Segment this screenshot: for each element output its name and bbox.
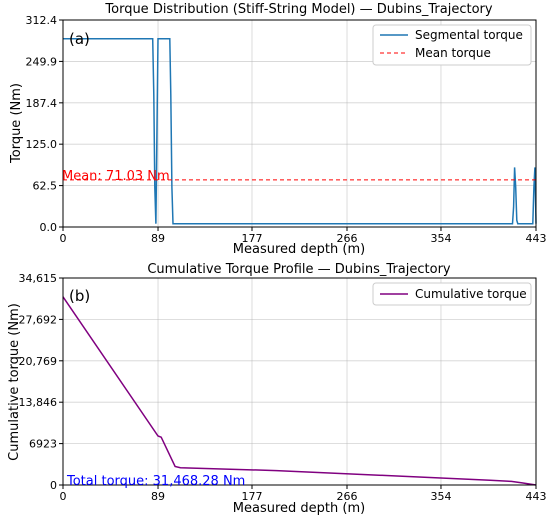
legend-label-segmental-torque: Segmental torque (415, 28, 523, 42)
panel-label: (b) (69, 287, 90, 305)
y-axis-label: Cumulative torque (Nm) (7, 303, 22, 461)
total-annotation: Total torque: 31,468.28 Nm (66, 474, 245, 489)
y-tick-label: 0.0 (40, 221, 58, 234)
y-axis-label: Torque (Nm) (9, 83, 24, 164)
x-tick-label: 266 (337, 490, 358, 503)
y-tick-label: 20,769 (19, 355, 58, 368)
plot-frame (62, 277, 537, 486)
x-tick-label: 354 (430, 490, 451, 503)
x-axis-label: Measured depth (m) (233, 501, 365, 516)
legend: Segmental torque Mean torque (372, 24, 532, 66)
series-line-segmental-torque (63, 38, 537, 225)
y-tick-label: 187.4 (26, 97, 58, 110)
y-tick-label: 62.5 (33, 180, 58, 193)
y-tick-label: 34,615 (19, 272, 58, 285)
x-tick-label: 354 (430, 232, 451, 245)
x-tick-label: 443 (526, 490, 547, 503)
x-tick-label: 177 (241, 490, 262, 503)
legend: Cumulative torque (372, 282, 532, 306)
y-tick-label: 249.9 (26, 55, 58, 68)
chart-title: Torque Distribution (Stiff-String Model)… (104, 2, 492, 17)
plot-frame (62, 19, 537, 228)
x-tick-label: 443 (526, 232, 547, 245)
x-tick-label: 89 (151, 232, 165, 245)
x-tick-label: 89 (151, 490, 165, 503)
legend-box (372, 24, 532, 66)
x-tick-label: 177 (241, 232, 262, 245)
torque-distribution-chart: Torque Distribution (Stiff-String Model)… (9, 2, 547, 257)
series-line-cumulative-torque (62, 296, 537, 486)
y-tick-label: 27,692 (19, 313, 58, 326)
x-tick-label: 0 (60, 232, 67, 245)
y-tick-label: 6923 (29, 438, 57, 451)
cumulative-torque-chart: Cumulative Torque Profile — Dubins_Traje… (7, 262, 547, 516)
x-tick-label: 266 (337, 232, 358, 245)
y-tick-label: 13,846 (19, 396, 58, 409)
legend-box (372, 282, 532, 306)
legend-label-cumulative-torque: Cumulative torque (415, 287, 527, 301)
chart-title: Cumulative Torque Profile — Dubins_Traje… (147, 262, 451, 277)
x-tick-label: 0 (60, 490, 67, 503)
y-tick-label: 125.0 (26, 138, 58, 151)
y-tick-label: 312.4 (26, 14, 58, 27)
x-axis-label: Measured depth (m) (233, 242, 365, 257)
mean-annotation: Mean: 71.03 Nm (62, 169, 170, 184)
y-tick-label: 0 (50, 479, 57, 492)
panel-label: (a) (69, 30, 90, 48)
legend-label-mean-torque: Mean torque (415, 46, 491, 60)
